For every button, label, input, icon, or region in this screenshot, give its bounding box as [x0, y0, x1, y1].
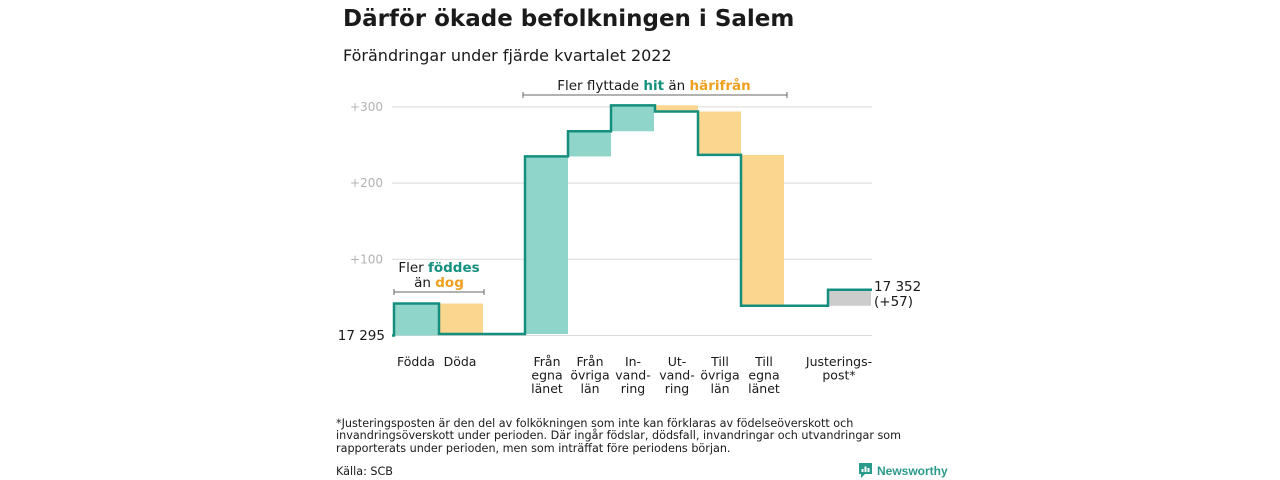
annotation-births-highlight-2: dog [435, 275, 464, 291]
annotation-moves-prefix: Fler flyttade [557, 78, 643, 94]
source-label: Källa: SCB [336, 465, 393, 478]
step-line [392, 104, 872, 337]
x-tick-label: Från [533, 354, 560, 369]
bars [394, 105, 871, 336]
x-tick-label: Döda [444, 354, 477, 369]
x-tick-label: län [580, 381, 599, 396]
bar [828, 289, 871, 306]
annotation-moves: Fler flyttade hit än härifrån [522, 77, 788, 98]
x-tick-label: vand- [615, 368, 650, 383]
svg-text:Fler föddes: Fler föddes [398, 260, 479, 276]
x-tick-label: länet [531, 381, 563, 396]
x-tick-label: Födda [397, 354, 435, 369]
annotation-births: Fler föddes än dog [393, 260, 485, 295]
svg-text:Fler flyttade hit än härifrån: Fler flyttade hit än härifrån [557, 77, 751, 94]
x-tick-label: Till [754, 354, 773, 369]
bar [698, 111, 741, 155]
x-tick-label: övriga [570, 368, 609, 383]
waterfall-chart: +100+200+300 Födda Döda FrånegnalänetFrånö… [338, 77, 922, 396]
x-tick-label: egna [748, 368, 779, 383]
bar [568, 131, 611, 157]
y-axis-ticks: +100 +200 +300 [350, 100, 383, 266]
x-tick-label: Ut- [668, 354, 687, 369]
x-axis-labels: Födda Döda FrånegnalänetFrånövrigalänIn-va… [397, 354, 872, 396]
newsworthy-logo-icon [859, 463, 872, 478]
brand: Newsworthy [859, 463, 948, 478]
x-tick-label: In- [625, 354, 641, 369]
annotation-births-prefix: Fler [398, 260, 428, 276]
end-change-label: (+57) [874, 294, 913, 310]
bar [655, 105, 698, 112]
x-tick-label: Från [576, 354, 603, 369]
annotation-births-highlight-1: föddes [428, 260, 480, 276]
end-value-label: 17 352 [874, 279, 921, 295]
svg-text:än dog: än dog [414, 275, 464, 291]
x-tick-label: län [710, 381, 729, 396]
x-tick-label: Till [710, 354, 729, 369]
bar [611, 105, 654, 132]
annotation-moves-middle: än [664, 78, 689, 94]
footnote: *Justeringsposten är den del av folkökni… [336, 417, 902, 455]
brand-name: Newsworthy [877, 463, 948, 478]
page-subtitle: Förändringar under fjärde kvartalet 2022 [343, 46, 672, 65]
annotation-births-middle: än [414, 275, 435, 291]
annotation-moves-highlight-1: hit [643, 78, 664, 94]
x-tick-label: post* [822, 368, 855, 383]
y-tick-label: +200 [350, 176, 383, 190]
y-tick-label: +100 [350, 252, 383, 266]
x-tick-label: Justerings- [805, 354, 872, 369]
bar [394, 303, 438, 336]
bar [525, 156, 568, 334]
bar [439, 303, 483, 334]
y-tick-label: +300 [350, 100, 383, 114]
x-tick-label: ring [621, 381, 645, 396]
x-tick-label: övriga [700, 368, 739, 383]
start-value-label: 17 295 [338, 328, 385, 344]
x-tick-label: länet [748, 381, 780, 396]
annotation-moves-highlight-2: härifrån [690, 77, 751, 94]
step-line-path [392, 104, 872, 337]
bar [741, 154, 784, 306]
x-tick-label: ring [665, 381, 689, 396]
page-title: Därför ökade befolkningen i Salem [343, 6, 795, 32]
x-tick-label: vand- [659, 368, 694, 383]
gridlines [392, 106, 872, 336]
x-tick-label: egna [531, 368, 562, 383]
